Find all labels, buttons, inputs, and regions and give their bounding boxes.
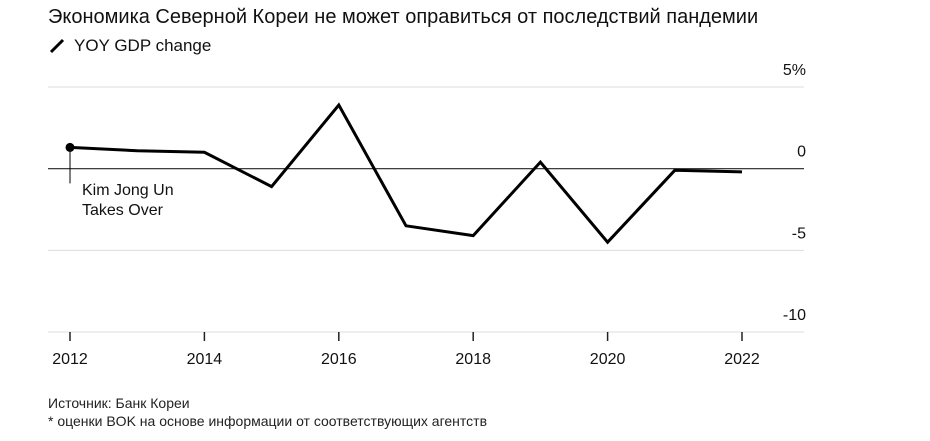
x-tick-label: 2018 (455, 351, 491, 368)
x-tick-label: 2016 (321, 351, 357, 368)
diagonal-line-icon (49, 38, 65, 54)
legend-label: YOY GDP change (74, 36, 212, 55)
y-tick-label: 5% (783, 62, 806, 79)
x-tick-label: 2012 (52, 351, 88, 368)
x-tick-label: 2020 (590, 351, 626, 368)
y-tick-label: -10 (783, 307, 806, 324)
source-note: Источник: Банк Кореи (48, 395, 190, 411)
x-tick-label: 2022 (724, 351, 760, 368)
series-line (69, 102, 743, 245)
annotation-text: Kim Jong Un Takes Over (82, 182, 174, 219)
footnote: * оценки BOK на основе информации от соо… (48, 413, 488, 429)
annotation-dot (65, 142, 75, 152)
legend: YOY GDP change (48, 36, 211, 56)
y-tick-label: -5 (792, 225, 806, 242)
y-tick-label: 0 (797, 144, 806, 161)
x-tick-label: 2014 (187, 351, 223, 368)
chart-title: Экономика Северной Кореи не может оправи… (48, 6, 759, 28)
